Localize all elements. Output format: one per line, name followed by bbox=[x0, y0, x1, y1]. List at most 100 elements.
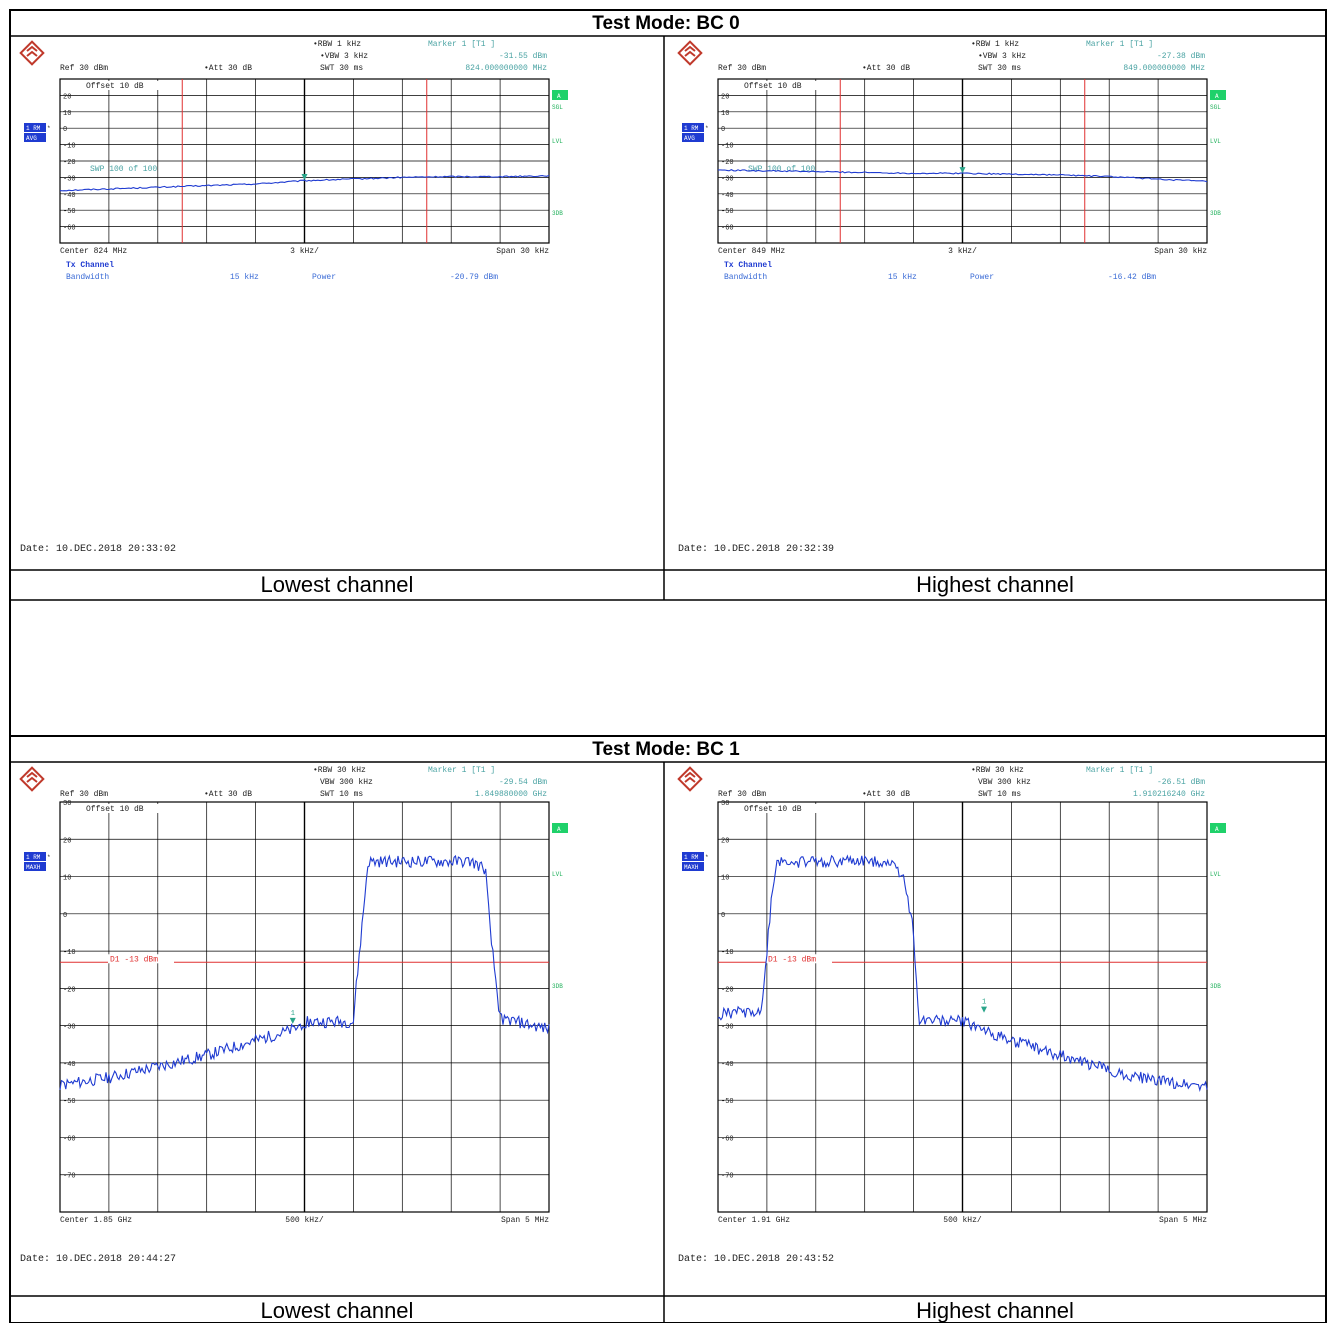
dline-bg bbox=[108, 954, 174, 964]
vbw-label: VBW 300 kHz bbox=[978, 778, 1031, 787]
trace-badge-star: * bbox=[705, 854, 709, 861]
detector-badge-text: AVG bbox=[684, 135, 695, 142]
trace-badge-text: 1 RM bbox=[26, 125, 41, 132]
trace-badge-text: 1 RM bbox=[684, 125, 699, 132]
rbw-label: •RBW 30 kHz bbox=[971, 766, 1024, 775]
sweep-count: SWP 100 of 100 bbox=[90, 165, 157, 174]
sweep-time: SWT 30 ms bbox=[320, 64, 363, 73]
rbw-label: •RBW 1 kHz bbox=[313, 40, 361, 49]
rbw-label: •RBW 1 kHz bbox=[971, 40, 1019, 49]
status-lvl: LVL bbox=[1210, 138, 1221, 145]
marker-triangle-icon bbox=[301, 173, 308, 180]
detector-badge bbox=[24, 133, 46, 142]
a-badge bbox=[552, 823, 568, 833]
rs-logo-icon bbox=[19, 40, 45, 66]
trace-badge-star: * bbox=[47, 125, 51, 132]
y-tick-label: -30 bbox=[63, 1024, 76, 1032]
tx-channel-heading: Tx Channel bbox=[724, 261, 772, 270]
status-3db: 3DB bbox=[1210, 983, 1221, 990]
a-badge-text: A bbox=[1215, 93, 1219, 100]
status-3db: 3DB bbox=[552, 210, 563, 217]
display-line-label: D1 -13 dBm bbox=[110, 955, 158, 964]
spectrum-panel-highest: •RBW 1 kHz Marker 1 [T1 ] •VBW 3 kHz -27.38… bbox=[677, 40, 1226, 555]
offset-bg bbox=[84, 804, 179, 813]
offset-label: Offset 10 dB bbox=[86, 82, 144, 91]
display-line-label: D1 -13 dBm bbox=[768, 955, 816, 964]
detector-badge-text: AVG bbox=[26, 135, 37, 142]
y-tick-label: -70 bbox=[63, 1173, 76, 1181]
y-tick-label: -50 bbox=[721, 208, 734, 216]
capture-date: Date: 10.DEC.2018 20:44:27 bbox=[20, 1254, 176, 1265]
offset-bg bbox=[84, 81, 179, 90]
y-tick-label: -60 bbox=[721, 1135, 734, 1143]
spectrum-panel-lowest: •RBW 30 kHz Marker 1 [T1 ] VBW 300 kHz -29.… bbox=[19, 766, 568, 1265]
capture-date: Date: 10.DEC.2018 20:33:02 bbox=[20, 544, 176, 555]
status-sgl: SGL bbox=[1210, 104, 1221, 111]
detector-badge-text: MAXH bbox=[26, 864, 41, 871]
center-frequency: Center 1.91 GHz bbox=[718, 1216, 790, 1225]
y-tick-label: -50 bbox=[721, 1098, 734, 1106]
marker-frequency: 1.910216240 GHz bbox=[1133, 790, 1205, 799]
status-lvl: LVL bbox=[552, 138, 563, 145]
y-tick-label: -20 bbox=[63, 159, 76, 167]
marker-number: 1 bbox=[291, 1010, 295, 1018]
status-sgl: SGL bbox=[552, 104, 563, 111]
y-tick-label: 10 bbox=[721, 875, 729, 883]
section-0: Test Mode: BC 0•RBW 1 kHz Marker 1 [T1 ]•… bbox=[10, 9, 1326, 601]
power-label: Power bbox=[970, 273, 994, 282]
trace-badge-star: * bbox=[47, 854, 51, 861]
vbw-label: VBW 300 kHz bbox=[320, 778, 373, 787]
a-badge-text: A bbox=[557, 826, 561, 833]
dline-bg bbox=[766, 954, 832, 964]
marker-label: Marker 1 [T1 ] bbox=[1086, 766, 1153, 775]
logo-mark bbox=[26, 45, 38, 57]
y-tick-label: 10 bbox=[63, 110, 71, 118]
logo-mark bbox=[684, 45, 696, 57]
y-tick-label: -30 bbox=[721, 175, 734, 183]
frequency-per-div: 500 kHz/ bbox=[285, 1216, 324, 1225]
ref-level: Ref 30 dBm bbox=[60, 64, 108, 73]
y-tick-label: -20 bbox=[721, 986, 734, 994]
y-tick-label: 20 bbox=[63, 837, 71, 845]
marker-level: -29.54 dBm bbox=[499, 778, 547, 787]
span: Span 30 kHz bbox=[496, 247, 549, 256]
power-value: -20.79 dBm bbox=[450, 273, 498, 282]
bandwidth-value: 15 kHz bbox=[888, 273, 917, 282]
y-tick-label: -20 bbox=[63, 986, 76, 994]
bandwidth-label: Bandwidth bbox=[66, 273, 109, 282]
marker-triangle-icon bbox=[981, 1006, 988, 1013]
y-tick-label: -40 bbox=[721, 192, 734, 200]
capture-date: Date: 10.DEC.2018 20:43:52 bbox=[678, 1254, 834, 1265]
span: Span 30 kHz bbox=[1154, 247, 1207, 256]
y-tick-label: 20 bbox=[721, 93, 729, 101]
offset-bg bbox=[742, 804, 837, 813]
marker-frequency: 1.849880000 GHz bbox=[475, 790, 547, 799]
center-frequency: Center 849 MHz bbox=[718, 247, 785, 256]
y-tick-label: 30 bbox=[721, 800, 729, 808]
spectrum-trace bbox=[717, 854, 1208, 1092]
spectrum-panel-highest: •RBW 30 kHz Marker 1 [T1 ] VBW 300 kHz -26.… bbox=[677, 766, 1226, 1265]
power-value: -16.42 dBm bbox=[1108, 273, 1156, 282]
marker-label: Marker 1 [T1 ] bbox=[428, 40, 495, 49]
y-tick-label: -60 bbox=[721, 225, 734, 233]
bandwidth-value: 15 kHz bbox=[230, 273, 259, 282]
section-title: Test Mode: BC 1 bbox=[592, 739, 740, 760]
span: Span 5 MHz bbox=[501, 1216, 549, 1225]
marker-triangle-icon bbox=[959, 167, 966, 174]
frequency-per-div: 3 kHz/ bbox=[948, 247, 977, 256]
detector-badge bbox=[24, 862, 46, 871]
y-tick-label: -10 bbox=[721, 143, 734, 151]
capture-date: Date: 10.DEC.2018 20:32:39 bbox=[678, 544, 834, 555]
status-3db: 3DB bbox=[1210, 210, 1221, 217]
section-1: Test Mode: BC 1 •RBW 30 kHz Marker 1 [T1 ]… bbox=[10, 735, 1326, 1323]
center-frequency: Center 824 MHz bbox=[60, 247, 127, 256]
marker-label: Marker 1 [T1 ] bbox=[1086, 40, 1153, 49]
marker-level: -31.55 dBm bbox=[499, 52, 547, 61]
y-tick-label: -50 bbox=[63, 208, 76, 216]
a-badge bbox=[1210, 90, 1226, 100]
frequency-per-div: 3 kHz/ bbox=[290, 247, 319, 256]
y-tick-label: 20 bbox=[721, 837, 729, 845]
y-tick-label: -10 bbox=[63, 949, 76, 957]
center-frequency: Center 1.85 GHz bbox=[60, 1216, 132, 1225]
attenuation: •Att 30 dB bbox=[862, 790, 910, 799]
